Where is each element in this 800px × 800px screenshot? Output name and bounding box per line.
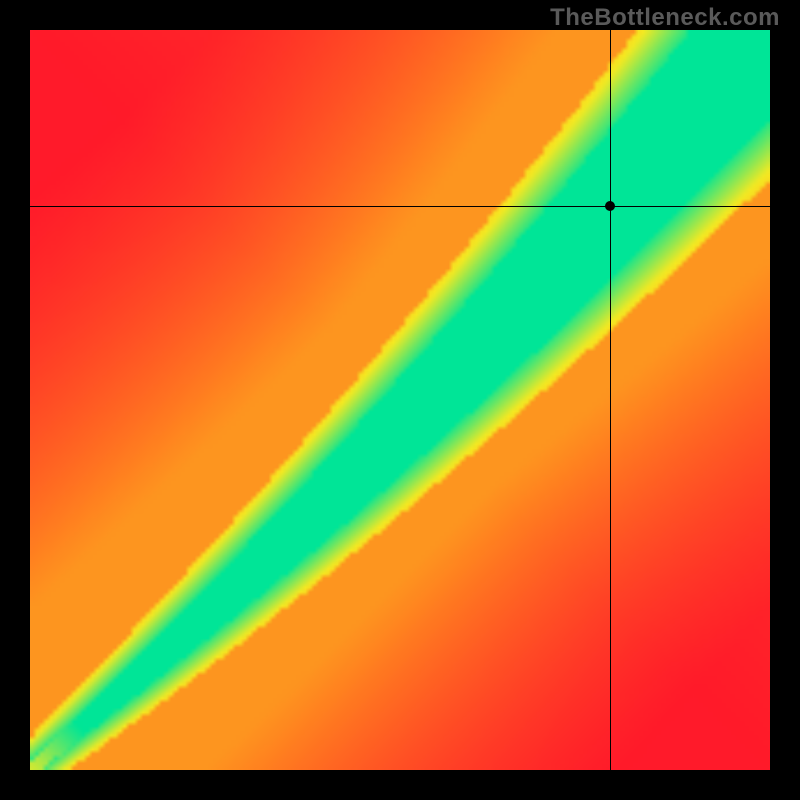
heatmap-canvas (30, 30, 770, 770)
crosshair-vertical (610, 30, 611, 770)
heatmap-plot (30, 30, 770, 770)
crosshair-horizontal (30, 206, 770, 207)
chart-root: TheBottleneck.com (0, 0, 800, 800)
crosshair-marker (605, 201, 615, 211)
watermark-text: TheBottleneck.com (550, 4, 780, 32)
